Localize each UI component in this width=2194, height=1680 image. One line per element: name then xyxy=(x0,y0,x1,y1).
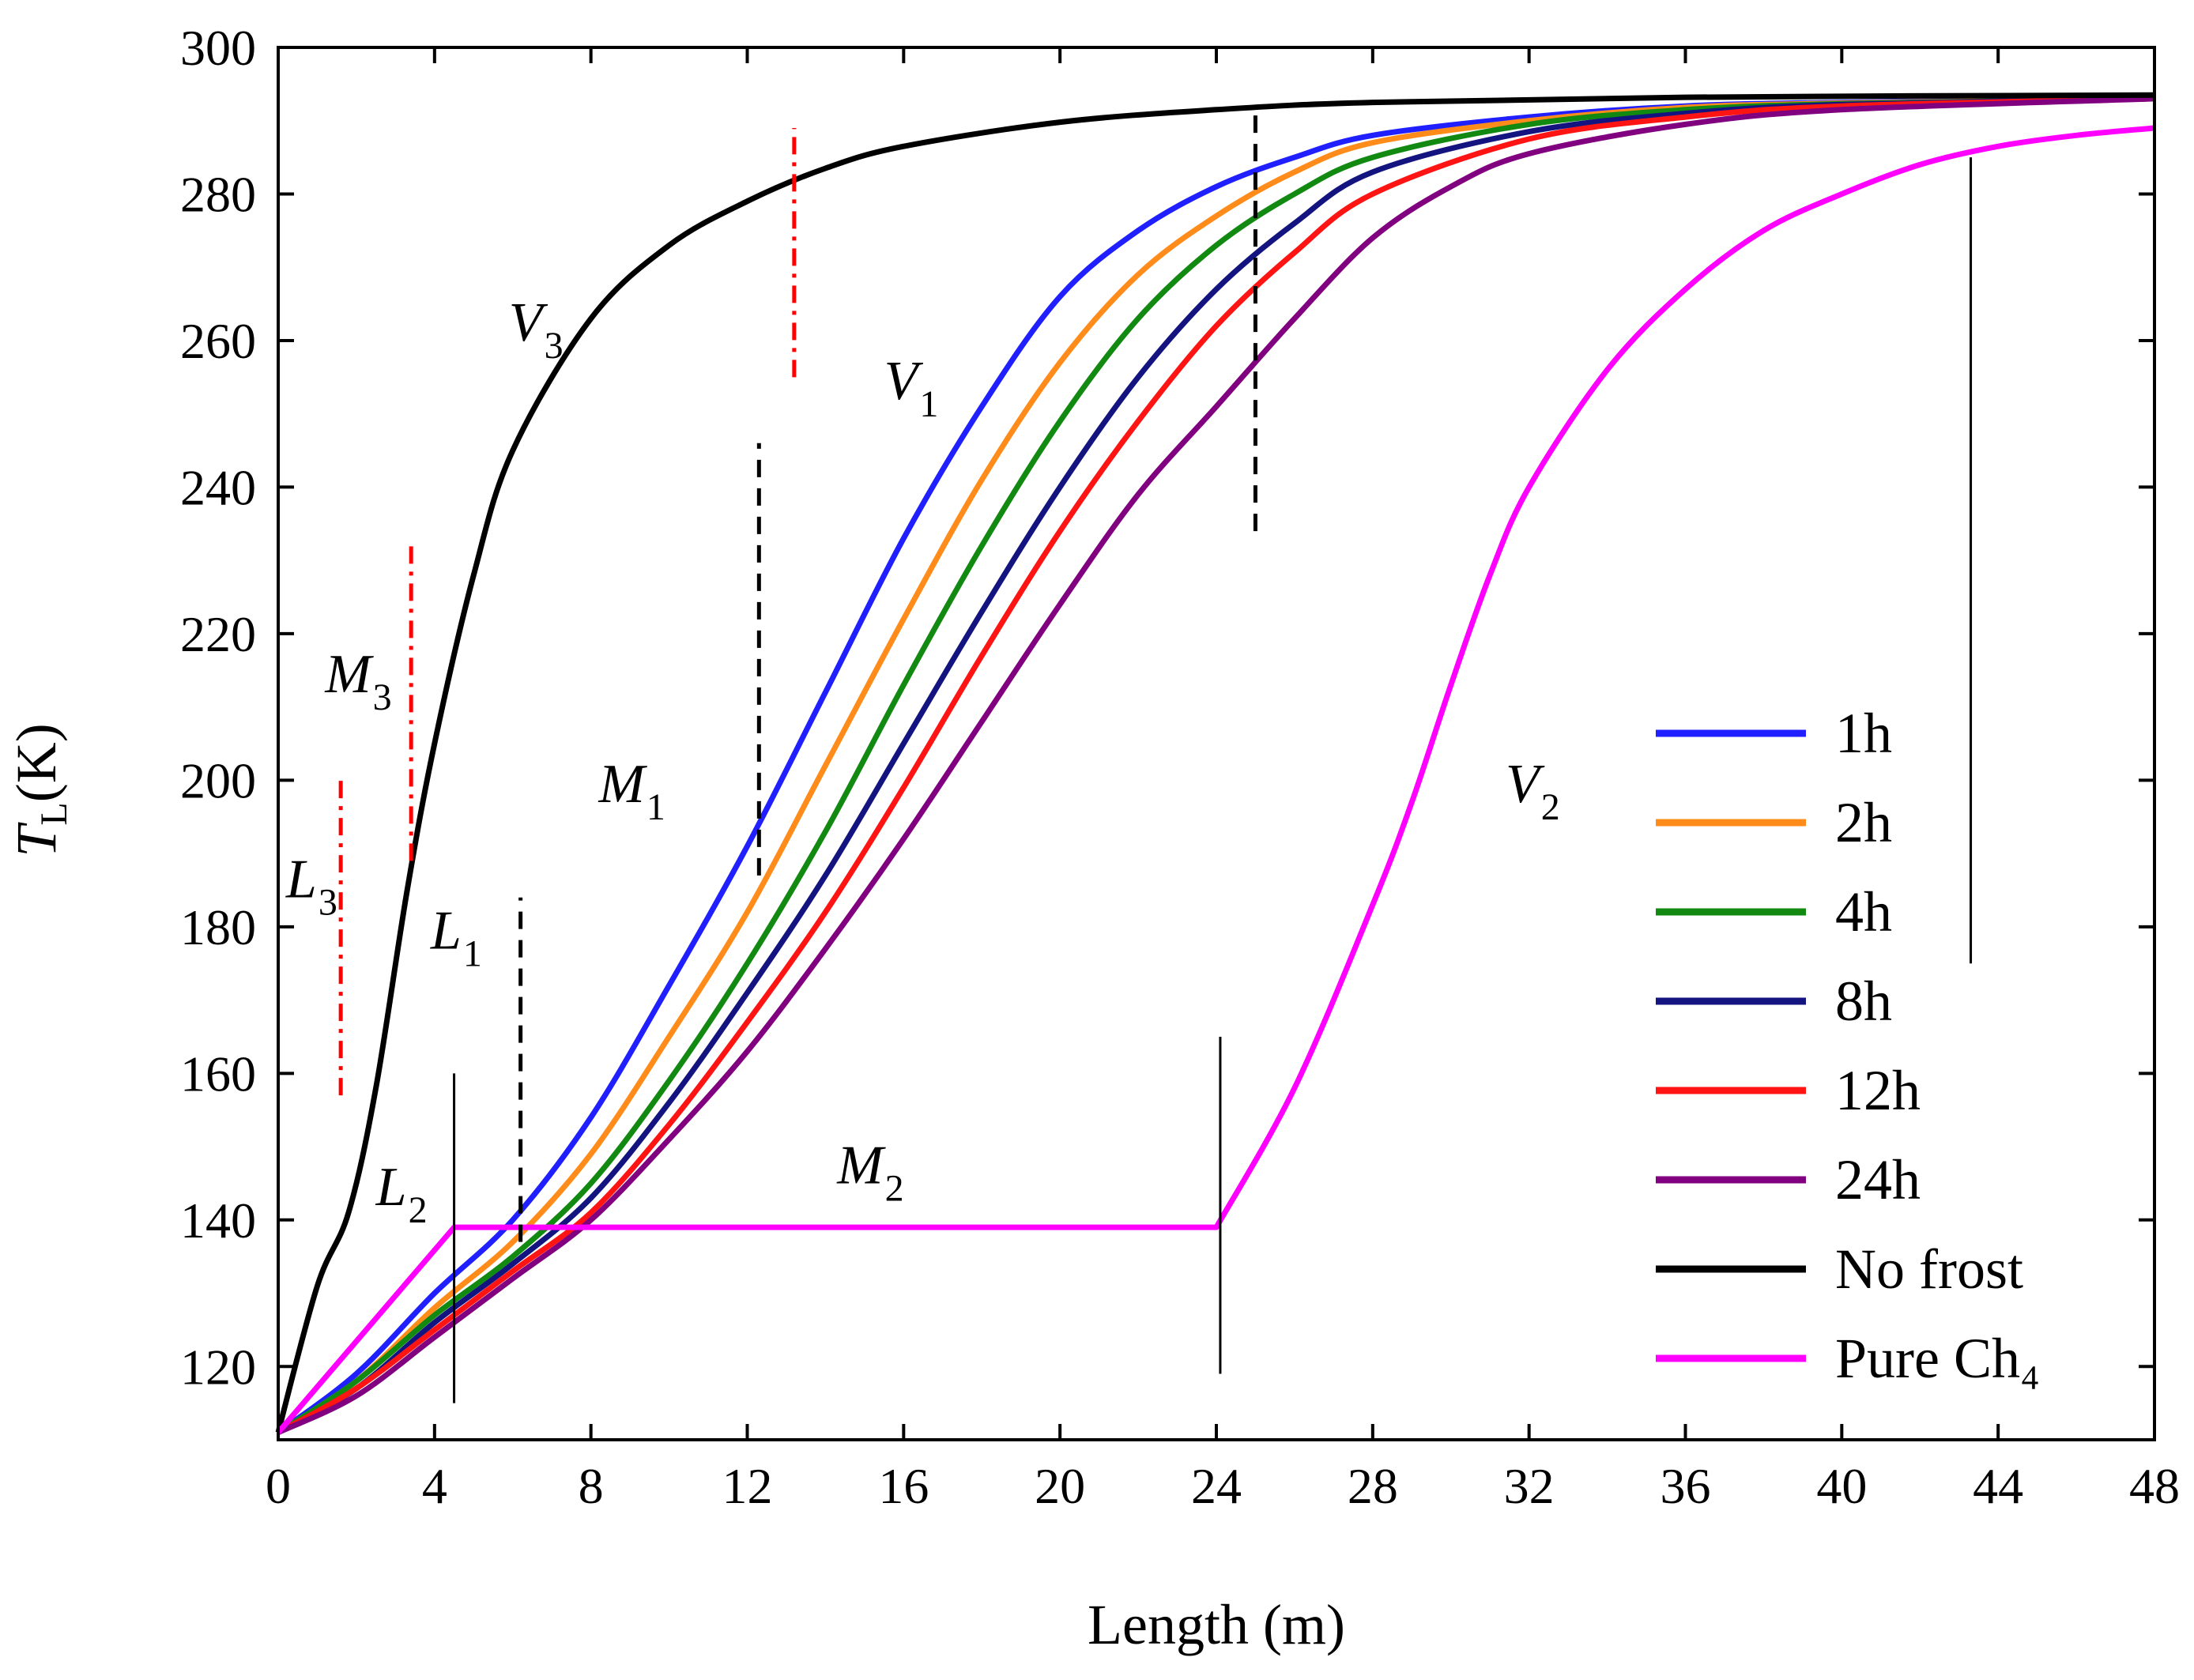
x-tick-label: 44 xyxy=(1973,1458,2023,1514)
series-line-24h xyxy=(277,96,2155,1435)
region-label-sub: 3 xyxy=(373,676,392,718)
series-line-4h xyxy=(277,96,2155,1435)
x-tick-label: 40 xyxy=(1816,1458,1867,1514)
y-axis-title-main: T xyxy=(5,822,68,857)
axes-layer: 0 4 8 12 16 20 24 28 32 36 40 44 4812014016018020022… xyxy=(180,20,2180,1514)
legend-label-2h: 2h xyxy=(1835,791,1892,854)
legend-label-12h: 12h xyxy=(1835,1059,1921,1122)
region-label-sub: 2 xyxy=(1541,786,1560,828)
y-tick-label: 220 xyxy=(180,606,256,662)
x-tick-label: 12 xyxy=(722,1458,773,1514)
x-tick-label: 20 xyxy=(1035,1458,1085,1514)
region-label-base: L xyxy=(430,901,462,962)
region-label-sub: 2 xyxy=(885,1167,904,1209)
region-label-v2: V2 xyxy=(1506,754,1560,828)
region-label-m2: M2 xyxy=(836,1135,903,1209)
series-layer xyxy=(275,92,2155,1435)
series-line-pure-ch xyxy=(276,125,2155,1434)
region-label-l2: L2 xyxy=(375,1157,428,1231)
region-label-l3: L3 xyxy=(285,849,337,924)
x-tick-label: 0 xyxy=(266,1458,291,1514)
legend-label-8h: 8h xyxy=(1835,970,1892,1033)
series-line-8h xyxy=(277,96,2155,1435)
y-tick-label: 300 xyxy=(180,20,256,76)
region-label-v3: V3 xyxy=(509,292,564,367)
y-tick-label: 200 xyxy=(180,752,256,808)
region-label-m3: M3 xyxy=(324,644,391,718)
y-tick-label: 260 xyxy=(180,313,256,369)
x-tick-label: 32 xyxy=(1504,1458,1555,1514)
legend-label-pure-ch: Pure Ch₄ xyxy=(1835,1327,2040,1390)
y-tick-label: 160 xyxy=(180,1045,256,1102)
region-label-sub: 1 xyxy=(463,933,482,975)
y-tick-label: 240 xyxy=(180,459,256,515)
x-tick-label: 4 xyxy=(422,1458,447,1514)
region-label-sub: 3 xyxy=(319,882,337,924)
region-label-base: L xyxy=(285,849,317,910)
legend-label-4h: 4h xyxy=(1835,880,1892,944)
marker-lines-layer xyxy=(338,106,1973,1403)
series-line-no-frost xyxy=(275,92,2155,1433)
legend: 1h 2h 4h 8h 12h 24h No frost Pure Ch₄ xyxy=(1656,702,2040,1390)
region-label-base: L xyxy=(375,1157,407,1218)
region-label-base: M xyxy=(598,754,648,815)
region-label-sub: 3 xyxy=(545,325,564,367)
x-tick-label: 28 xyxy=(1348,1458,1398,1514)
series-line-2h xyxy=(277,96,2155,1435)
region-label-base: M xyxy=(836,1135,886,1196)
y-axis-title-sub: L xyxy=(33,802,75,825)
region-label-m1: M1 xyxy=(598,754,665,828)
y-tick-label: 140 xyxy=(180,1192,256,1249)
x-tick-label: 8 xyxy=(579,1458,604,1514)
y-tick-label: 120 xyxy=(180,1339,256,1395)
legend-label-24h: 24h xyxy=(1835,1148,1921,1211)
series-line-1h xyxy=(276,96,2155,1435)
legend-label-1h: 1h xyxy=(1835,702,1892,765)
region-label-base: M xyxy=(324,644,374,705)
region-label-sub: 1 xyxy=(919,383,938,425)
y-tick-label: 180 xyxy=(180,899,256,955)
y-axis-title-unit: (K) xyxy=(5,723,68,802)
region-label-sub: 1 xyxy=(647,786,665,828)
x-tick-label: 16 xyxy=(878,1458,929,1514)
region-label-base: V xyxy=(884,351,924,412)
region-label-base: V xyxy=(509,292,548,353)
series-line-12h xyxy=(277,96,2155,1435)
x-tick-label: 36 xyxy=(1661,1458,1711,1514)
x-axis-title: Length (m) xyxy=(1088,1593,1345,1656)
legend-label-no-frost: No frost xyxy=(1835,1237,2023,1301)
x-tick-label: 24 xyxy=(1191,1458,1242,1514)
region-label-v1: V1 xyxy=(884,351,939,425)
y-axis-title: TL(K) xyxy=(5,723,75,857)
region-label-sub: 2 xyxy=(409,1189,428,1231)
y-tick-label: 280 xyxy=(180,166,256,222)
x-tick-label: 48 xyxy=(2129,1458,2180,1514)
region-label-base: V xyxy=(1506,754,1545,815)
region-label-l1: L1 xyxy=(430,901,482,975)
